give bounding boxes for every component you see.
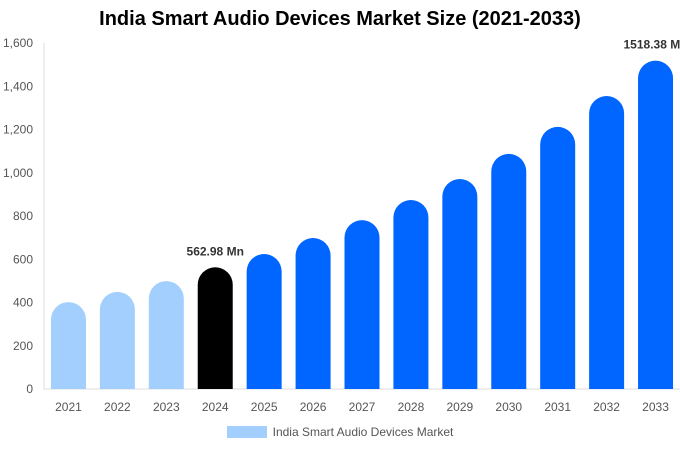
x-tick-label: 2026 xyxy=(300,400,327,414)
x-tick-label: 2021 xyxy=(55,400,82,414)
data-label: 1518.38 Mn xyxy=(624,38,680,52)
y-tick-label: 1,000 xyxy=(3,166,33,180)
bar-2023 xyxy=(148,281,184,389)
bar-2022 xyxy=(99,291,135,389)
bar-2026 xyxy=(295,238,331,389)
bar-2027 xyxy=(344,220,380,389)
y-tick-label: 400 xyxy=(13,296,33,310)
bar-2021 xyxy=(50,302,86,389)
data-label: 562.98 Mn xyxy=(187,244,244,258)
x-tick-label: 2023 xyxy=(153,400,180,414)
y-tick-label: 800 xyxy=(13,209,33,223)
legend-swatch xyxy=(226,426,267,438)
y-tick-label: 600 xyxy=(13,252,33,266)
bar-2030 xyxy=(491,153,527,389)
bar-2031 xyxy=(540,126,576,390)
x-tick-label: 2022 xyxy=(104,400,131,414)
x-tick-label: 2024 xyxy=(202,400,229,414)
x-tick-label: 2025 xyxy=(251,400,278,414)
bar-2025 xyxy=(246,254,282,389)
bar-2029 xyxy=(442,179,478,389)
x-tick-label: 2029 xyxy=(446,400,473,414)
legend: India Smart Audio Devices Market xyxy=(0,425,680,439)
x-tick-label: 2033 xyxy=(642,400,669,414)
x-tick-label: 2030 xyxy=(495,400,522,414)
x-tick-label: 2031 xyxy=(544,400,571,414)
x-tick-label: 2028 xyxy=(398,400,425,414)
bar-2033 xyxy=(638,60,674,389)
y-tick-label: 1,200 xyxy=(3,123,33,137)
x-tick-label: 2027 xyxy=(349,400,376,414)
chart-title: India Smart Audio Devices Market Size (2… xyxy=(99,8,581,30)
y-tick-label: 1,400 xyxy=(3,79,33,93)
y-tick-label: 1,600 xyxy=(3,36,33,50)
legend-label: India Smart Audio Devices Market xyxy=(272,425,454,439)
x-tick-label: 2032 xyxy=(593,400,620,414)
y-tick-label: 0 xyxy=(26,382,33,396)
bar-2032 xyxy=(589,95,625,389)
bar-2028 xyxy=(393,199,429,389)
y-tick-label: 200 xyxy=(13,339,33,353)
bar-2024 xyxy=(197,267,233,389)
